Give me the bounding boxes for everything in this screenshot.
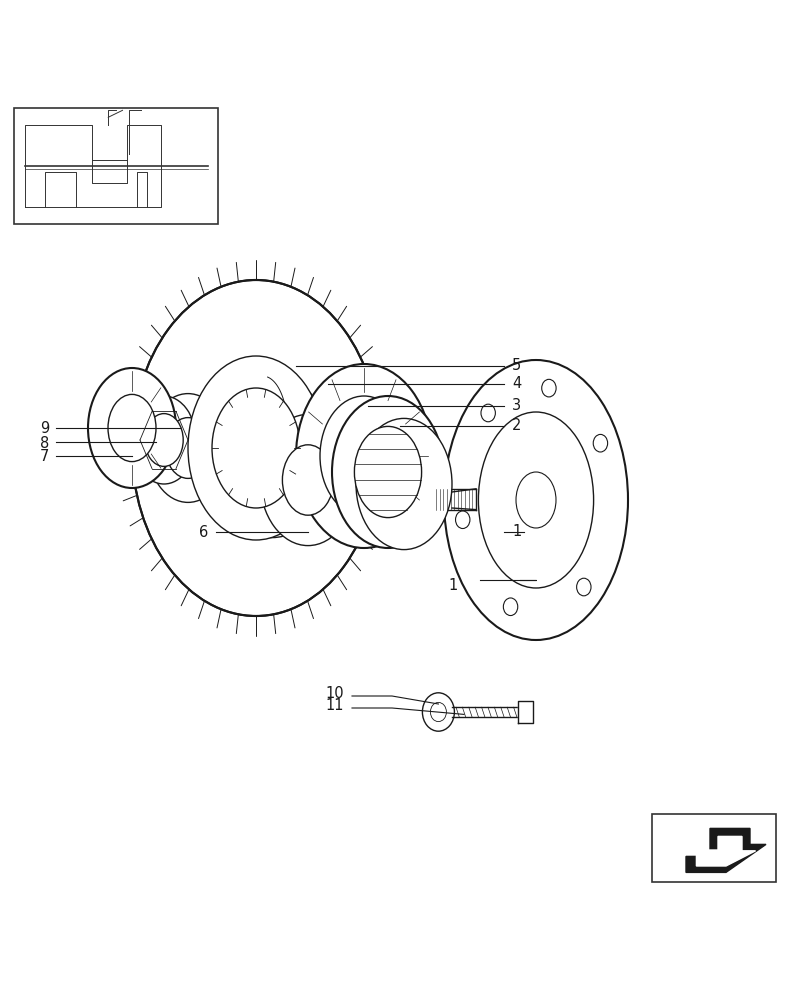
FancyBboxPatch shape [14,108,218,224]
Text: 10: 10 [326,686,344,701]
Ellipse shape [478,412,594,588]
Ellipse shape [148,394,228,502]
Ellipse shape [212,374,332,538]
Ellipse shape [481,404,495,422]
Ellipse shape [430,702,446,722]
Ellipse shape [577,578,591,596]
Ellipse shape [542,379,556,397]
Text: 8: 8 [40,436,50,451]
Ellipse shape [166,418,210,478]
Text: 1: 1 [448,578,458,593]
Ellipse shape [108,394,156,462]
Ellipse shape [282,445,334,515]
Text: 3: 3 [512,398,521,413]
Polygon shape [686,828,766,872]
Polygon shape [696,836,755,866]
Ellipse shape [260,414,356,546]
Ellipse shape [238,410,306,502]
Ellipse shape [188,356,324,540]
Ellipse shape [503,598,518,616]
Ellipse shape [296,364,432,548]
Ellipse shape [145,414,183,466]
Ellipse shape [444,360,628,640]
Ellipse shape [455,511,470,529]
Ellipse shape [332,396,444,548]
Ellipse shape [354,426,422,518]
Text: 7: 7 [40,449,50,464]
Text: 5: 5 [512,358,522,373]
Text: 4: 4 [512,376,522,391]
Ellipse shape [594,434,608,452]
Ellipse shape [422,693,454,731]
Text: 2: 2 [512,418,522,433]
Ellipse shape [516,472,556,528]
Text: 6: 6 [198,525,208,540]
Text: 1: 1 [512,524,522,540]
Ellipse shape [88,368,176,488]
Ellipse shape [212,388,300,508]
Text: 9: 9 [40,421,50,436]
FancyBboxPatch shape [652,814,776,882]
Polygon shape [518,701,533,723]
Ellipse shape [132,396,196,484]
Ellipse shape [320,396,408,516]
Ellipse shape [356,418,452,550]
Ellipse shape [132,280,380,616]
Text: 11: 11 [326,698,344,713]
